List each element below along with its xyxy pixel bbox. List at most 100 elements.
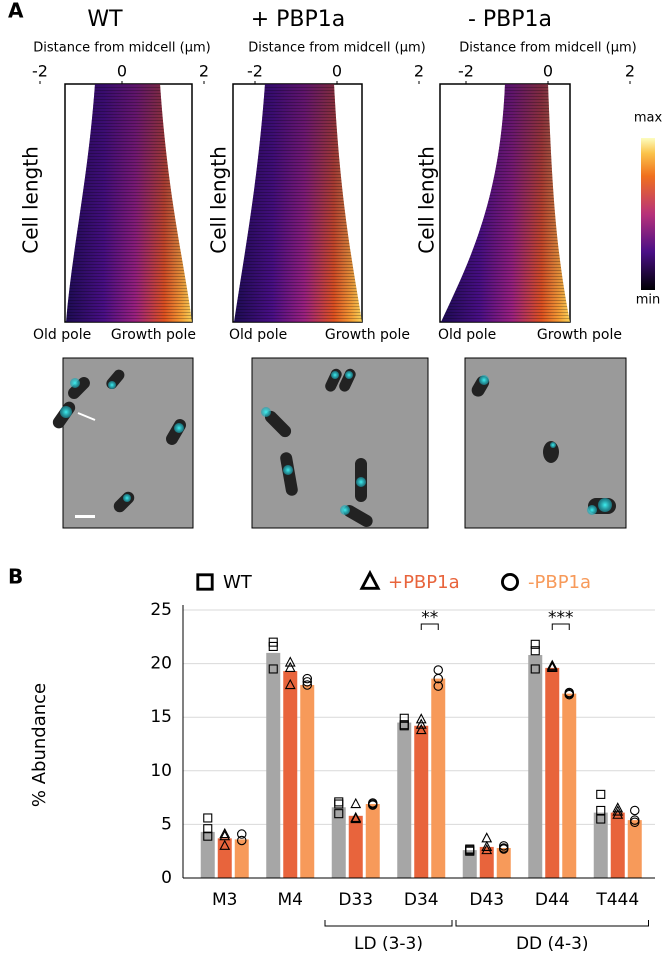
heatmap-texture bbox=[234, 84, 362, 322]
point bbox=[350, 812, 362, 824]
bar bbox=[462, 850, 477, 878]
point bbox=[302, 677, 312, 687]
y-tick-label: 15 bbox=[150, 707, 172, 727]
old-pole-label: Old pole bbox=[438, 327, 496, 343]
bar bbox=[479, 846, 494, 878]
x-tick-label: D44 bbox=[535, 890, 570, 910]
bar bbox=[562, 693, 577, 878]
point bbox=[203, 831, 213, 841]
x-tick-label: D33 bbox=[338, 890, 373, 910]
point bbox=[530, 646, 540, 656]
bar bbox=[266, 652, 281, 878]
point bbox=[433, 673, 443, 684]
panel-label: B bbox=[8, 565, 23, 589]
bar bbox=[200, 831, 215, 878]
panel-label: A bbox=[8, 0, 24, 23]
legend-label: -PBP1a bbox=[528, 572, 591, 593]
bar bbox=[365, 804, 380, 878]
bar bbox=[627, 820, 642, 878]
point bbox=[629, 817, 640, 828]
panel-title: WT bbox=[87, 7, 123, 32]
point bbox=[334, 797, 344, 807]
y-axis-title: Cell length bbox=[19, 146, 43, 254]
point bbox=[367, 800, 378, 810]
micrograph bbox=[251, 357, 429, 529]
point bbox=[629, 805, 640, 816]
significance-label: ** bbox=[421, 608, 438, 628]
point bbox=[498, 844, 509, 854]
x-tick-label: 2 bbox=[625, 62, 635, 81]
point bbox=[350, 797, 362, 809]
point bbox=[433, 681, 443, 691]
point bbox=[433, 665, 443, 675]
point bbox=[284, 656, 296, 667]
colorbar bbox=[641, 138, 655, 290]
point bbox=[219, 827, 231, 839]
bar bbox=[300, 685, 315, 878]
point bbox=[415, 718, 427, 729]
y-tick-label: 20 bbox=[150, 654, 172, 674]
panel-title: - PBP1a bbox=[468, 7, 552, 32]
micrograph bbox=[464, 357, 627, 529]
point bbox=[284, 661, 296, 672]
old-pole-label: Old pole bbox=[33, 327, 91, 343]
x-tick-label: -2 bbox=[32, 62, 48, 81]
legend-marker bbox=[196, 573, 214, 591]
point bbox=[481, 832, 493, 843]
legend-item: -PBP1a bbox=[500, 572, 591, 593]
point bbox=[612, 805, 624, 816]
x-tick-label: 0 bbox=[543, 62, 553, 81]
point bbox=[596, 805, 606, 816]
bar bbox=[528, 655, 543, 878]
significance-bracket bbox=[551, 623, 570, 630]
group-bracket bbox=[455, 920, 649, 927]
point bbox=[564, 689, 574, 700]
x-tick-label: M3 bbox=[212, 890, 237, 910]
point bbox=[334, 809, 344, 819]
bar bbox=[431, 678, 446, 878]
scale-bar bbox=[75, 515, 95, 518]
bar bbox=[545, 667, 560, 878]
point bbox=[596, 789, 606, 799]
y-axis-title: % Abundance bbox=[29, 683, 50, 807]
legend-label: WT bbox=[223, 572, 253, 593]
significance-label: *** bbox=[548, 608, 574, 628]
group-bracket bbox=[324, 920, 453, 927]
old-pole-label: Old pole bbox=[229, 327, 287, 343]
legend-item: +PBP1a bbox=[359, 569, 460, 593]
bar bbox=[593, 812, 608, 878]
point bbox=[415, 723, 427, 735]
x-tick-label: -2 bbox=[247, 62, 263, 81]
legend-marker bbox=[500, 572, 519, 591]
bar bbox=[348, 815, 363, 878]
point bbox=[415, 713, 427, 724]
legend-item: WT bbox=[196, 572, 253, 593]
point bbox=[465, 846, 475, 856]
x-tick-label: D43 bbox=[469, 890, 504, 910]
panel-title: + PBP1a bbox=[251, 7, 346, 32]
bar bbox=[283, 671, 298, 878]
y-axis-title: Cell length bbox=[415, 146, 439, 254]
legend-marker bbox=[359, 569, 381, 590]
colorbar-max: max bbox=[634, 111, 663, 126]
y-tick-label: 10 bbox=[150, 761, 172, 781]
point bbox=[612, 802, 624, 813]
point bbox=[481, 843, 493, 855]
axis-title: Distance from midcell (μm) bbox=[459, 41, 636, 56]
y-tick-label: 5 bbox=[161, 814, 172, 834]
growth-pole-label: Growth pole bbox=[325, 327, 410, 343]
point bbox=[546, 661, 558, 672]
colorbar-min: min bbox=[636, 293, 661, 308]
group-label: LD (3-3) bbox=[354, 934, 423, 954]
point bbox=[481, 840, 493, 851]
x-tick-label: 2 bbox=[199, 62, 209, 81]
significance-bracket bbox=[420, 623, 439, 630]
point bbox=[612, 808, 624, 819]
point bbox=[530, 664, 540, 674]
growth-pole-label: Growth pole bbox=[537, 327, 622, 343]
y-tick-label: 0 bbox=[161, 868, 172, 888]
point bbox=[268, 641, 278, 651]
point bbox=[334, 799, 344, 809]
point bbox=[237, 829, 247, 839]
